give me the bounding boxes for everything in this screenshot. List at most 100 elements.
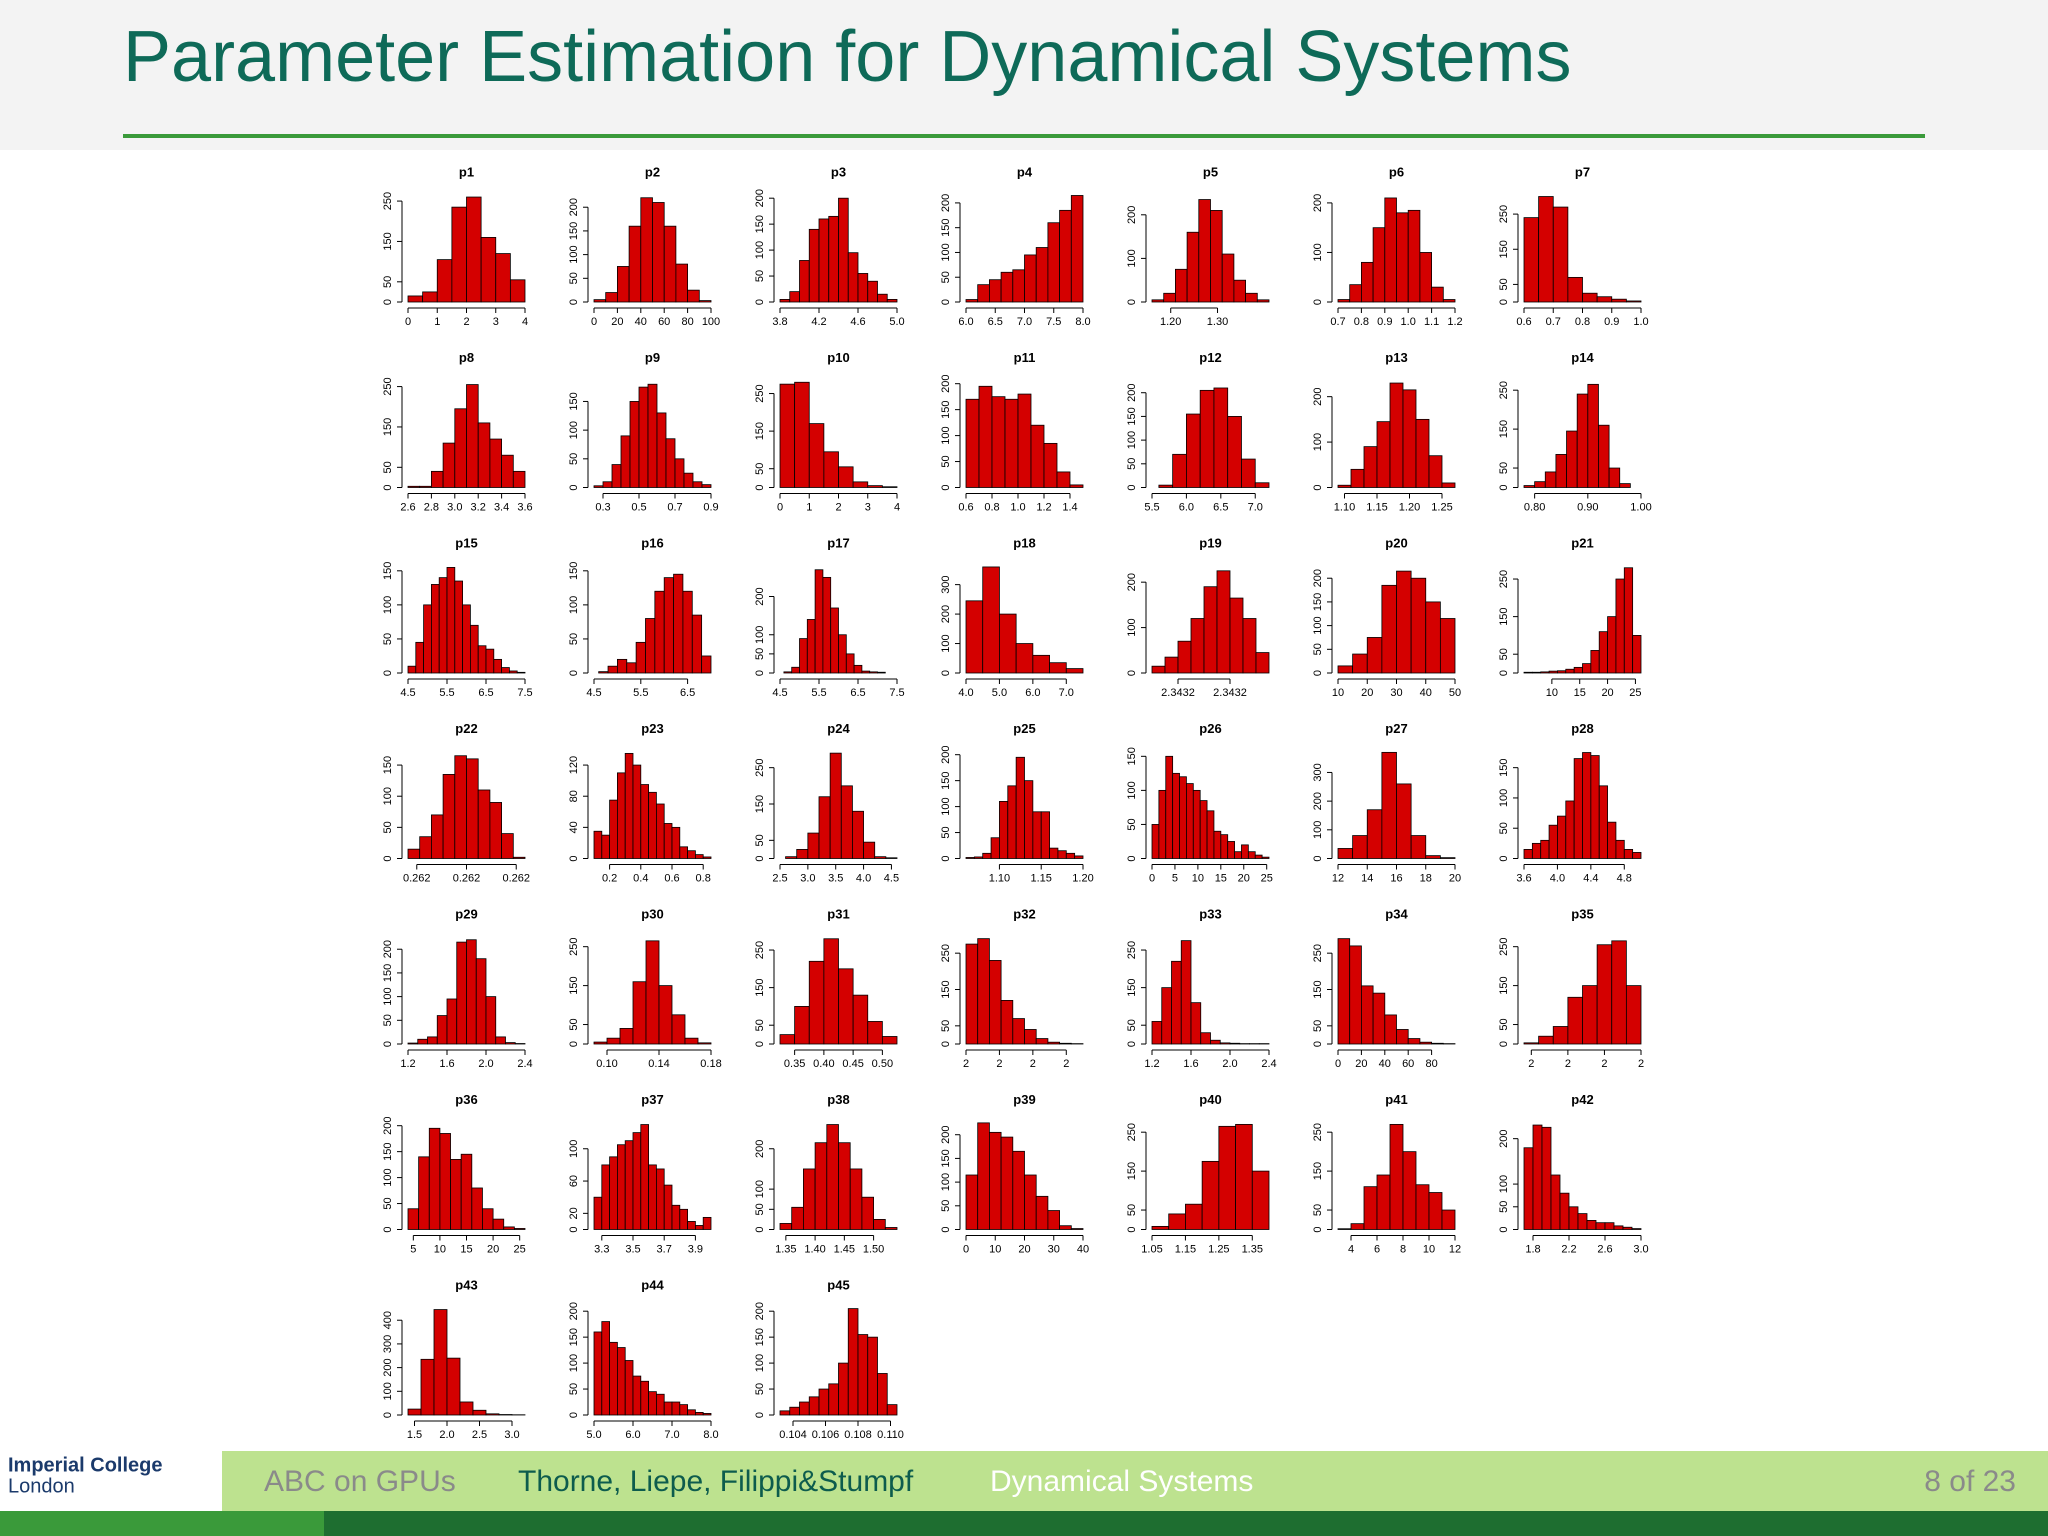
x-tick-label: 4.0 bbox=[1550, 872, 1565, 884]
footer-talk: ABC on GPUs bbox=[264, 1465, 456, 1498]
bar bbox=[1000, 1000, 1014, 1045]
bar bbox=[1015, 643, 1034, 674]
bar bbox=[472, 1409, 487, 1416]
x-tick-label: 30 bbox=[1390, 687, 1402, 699]
bar bbox=[1396, 570, 1412, 674]
bar bbox=[1550, 1174, 1561, 1230]
y-tick-label: 200 bbox=[382, 1358, 394, 1376]
y-tick-label: 100 bbox=[382, 1168, 394, 1186]
x-tick-label: 3.0 bbox=[504, 1429, 519, 1441]
x-tick-label: 80 bbox=[1425, 1058, 1437, 1070]
bar bbox=[877, 671, 886, 674]
bar bbox=[1233, 279, 1247, 303]
x-tick-label: 20 bbox=[1238, 872, 1250, 884]
y-tick-label: 0 bbox=[1498, 670, 1510, 676]
panel-title: p14 bbox=[1571, 350, 1594, 365]
x-tick-label: 2.6 bbox=[400, 501, 415, 513]
bar bbox=[1534, 481, 1546, 488]
bar bbox=[1615, 839, 1625, 859]
y-tick-label: 150 bbox=[1312, 980, 1324, 998]
x-tick-label: 1.15 bbox=[1031, 872, 1052, 884]
y-tick-label: 200 bbox=[1126, 206, 1138, 224]
bar bbox=[1213, 387, 1229, 488]
y-tick-label: 0 bbox=[1312, 1226, 1324, 1232]
bar bbox=[1407, 1038, 1421, 1045]
bar bbox=[1431, 286, 1444, 303]
x-tick-label: 7.0 bbox=[1017, 316, 1032, 328]
x-tick-label: 60 bbox=[1402, 1058, 1414, 1070]
bar bbox=[1540, 671, 1550, 674]
panel-title: p10 bbox=[827, 350, 849, 365]
bar bbox=[417, 1038, 428, 1045]
bar bbox=[601, 1164, 610, 1230]
x-tick-label: 18 bbox=[1420, 872, 1432, 884]
bar bbox=[1024, 780, 1034, 859]
bar bbox=[640, 1124, 649, 1230]
x-tick-label: 0 bbox=[963, 1243, 969, 1255]
bar bbox=[489, 438, 502, 488]
x-tick-label: 8.0 bbox=[703, 1429, 718, 1441]
y-tick-label: 50 bbox=[754, 463, 766, 475]
bar bbox=[1548, 824, 1558, 859]
bar bbox=[989, 1131, 1002, 1230]
x-tick-label: 1.50 bbox=[863, 1243, 884, 1255]
y-tick-label: 0 bbox=[568, 299, 580, 305]
bar bbox=[1582, 663, 1592, 674]
x-tick-label: 1.2 bbox=[1144, 1058, 1159, 1070]
bar bbox=[1523, 1042, 1540, 1045]
bar bbox=[684, 1037, 699, 1045]
panel-title: p12 bbox=[1199, 350, 1221, 365]
y-tick-label: 100 bbox=[1126, 249, 1138, 267]
bar bbox=[1622, 1226, 1633, 1230]
y-tick-label: 50 bbox=[754, 1203, 766, 1215]
bar bbox=[1350, 1223, 1365, 1230]
bar bbox=[695, 1412, 704, 1416]
y-tick-label: 40 bbox=[568, 821, 580, 833]
x-tick-label: 0.5 bbox=[631, 501, 646, 513]
x-tick-label: 0 bbox=[591, 316, 597, 328]
bar bbox=[799, 1401, 810, 1416]
bar bbox=[1582, 985, 1598, 1045]
bar bbox=[1337, 665, 1354, 674]
x-tick-label: 4.0 bbox=[958, 687, 973, 699]
bar bbox=[632, 981, 647, 1045]
y-tick-label: 250 bbox=[1498, 381, 1510, 399]
y-tick-label: 200 bbox=[1126, 573, 1138, 591]
bar bbox=[1190, 618, 1205, 674]
bar bbox=[1254, 482, 1270, 488]
bar bbox=[823, 938, 839, 1045]
x-tick-label: 3.2 bbox=[471, 501, 486, 513]
panel-title: p29 bbox=[455, 906, 477, 921]
y-tick-label: 250 bbox=[382, 377, 394, 395]
y-tick-label: 0 bbox=[382, 855, 394, 861]
bar bbox=[687, 1221, 696, 1230]
bar bbox=[1619, 483, 1631, 488]
y-tick-label: 200 bbox=[382, 940, 394, 958]
y-tick-label: 150 bbox=[940, 771, 952, 789]
y-tick-label: 150 bbox=[940, 1149, 952, 1167]
bar bbox=[1024, 1174, 1037, 1230]
x-tick-label: 4.4 bbox=[1583, 872, 1598, 884]
y-tick-label: 50 bbox=[382, 633, 394, 645]
x-tick-label: 4 bbox=[894, 501, 900, 513]
bar bbox=[1175, 268, 1188, 303]
bar bbox=[1227, 841, 1235, 859]
x-tick-label: 1.2 bbox=[1036, 501, 1051, 513]
bar bbox=[1251, 1170, 1270, 1230]
panel-title: p27 bbox=[1385, 721, 1407, 736]
bar bbox=[477, 645, 487, 674]
bar bbox=[620, 435, 631, 488]
bar bbox=[1582, 292, 1598, 303]
x-tick-label: 0.7 bbox=[1546, 316, 1561, 328]
bar bbox=[838, 968, 854, 1045]
x-tick-label: 0 bbox=[405, 316, 411, 328]
bar bbox=[1206, 810, 1215, 859]
bar bbox=[501, 667, 510, 674]
bar bbox=[593, 1041, 608, 1045]
bar bbox=[838, 197, 849, 303]
y-tick-label: 50 bbox=[1126, 818, 1138, 830]
y-tick-label: 150 bbox=[940, 400, 952, 418]
bar bbox=[446, 1357, 461, 1416]
y-tick-label: 200 bbox=[754, 189, 766, 207]
bar bbox=[794, 1006, 810, 1045]
